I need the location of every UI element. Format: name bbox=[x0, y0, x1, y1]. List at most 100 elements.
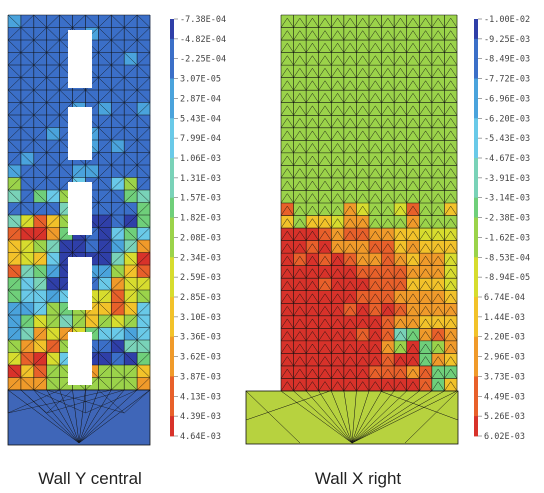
contour-cell bbox=[419, 265, 433, 279]
mesh-line bbox=[431, 80, 445, 91]
contour-cell bbox=[331, 365, 345, 379]
mesh-line bbox=[136, 364, 151, 378]
contour-cell bbox=[369, 265, 382, 279]
contour-cell bbox=[356, 253, 370, 266]
mesh-line bbox=[293, 293, 307, 304]
mesh-line bbox=[124, 152, 138, 166]
mesh-line bbox=[98, 277, 112, 291]
contour-cell bbox=[318, 315, 332, 329]
mesh-line bbox=[7, 89, 22, 103]
mesh-line bbox=[33, 189, 47, 203]
mesh-line bbox=[7, 377, 22, 391]
contour-cell bbox=[394, 228, 408, 241]
mesh-line bbox=[419, 55, 433, 66]
mesh-line bbox=[59, 14, 73, 28]
contour-cell bbox=[444, 177, 458, 191]
colorbar-segment bbox=[474, 316, 478, 338]
contour-cell bbox=[381, 52, 395, 66]
contour-cell bbox=[444, 65, 458, 78]
mesh-line bbox=[98, 52, 112, 66]
mesh-line bbox=[7, 139, 22, 153]
mesh-line bbox=[381, 230, 395, 241]
mesh-line bbox=[111, 289, 125, 303]
contour-cell bbox=[381, 303, 395, 317]
mesh-line bbox=[20, 364, 34, 378]
contour-cell bbox=[281, 27, 294, 41]
colorbar-label: 1.57E-03 bbox=[180, 194, 221, 204]
mesh-line bbox=[33, 39, 47, 53]
mesh-line bbox=[46, 177, 60, 191]
mesh-line bbox=[393, 331, 407, 341]
contour-cell bbox=[331, 165, 345, 179]
mesh-line bbox=[33, 139, 47, 153]
mesh-line bbox=[280, 243, 294, 254]
contour-cell bbox=[394, 77, 408, 91]
mesh-line bbox=[419, 130, 433, 141]
mesh-line bbox=[98, 77, 112, 91]
mesh-line bbox=[381, 130, 395, 141]
contour-cell bbox=[419, 215, 433, 229]
contour-cell bbox=[419, 27, 433, 41]
mesh-line bbox=[381, 92, 395, 103]
colorbar-label: 3.87E-03 bbox=[180, 372, 221, 382]
contour-cell bbox=[306, 215, 320, 229]
colorbar-segment bbox=[170, 277, 174, 298]
mesh-line bbox=[305, 92, 319, 103]
mesh-line bbox=[419, 42, 433, 53]
contour-cell bbox=[281, 278, 294, 292]
mesh-line bbox=[124, 164, 138, 178]
mesh-line bbox=[381, 80, 395, 91]
mesh-line bbox=[46, 27, 60, 41]
mesh-line bbox=[111, 139, 125, 153]
mesh-line bbox=[111, 177, 125, 191]
mesh-line bbox=[7, 239, 22, 253]
mesh-line bbox=[318, 305, 332, 316]
mesh-line bbox=[7, 27, 22, 41]
colorbar-label: -7.72E-03 bbox=[484, 75, 530, 85]
mesh-line bbox=[293, 305, 307, 316]
mesh-line bbox=[46, 189, 60, 203]
mesh-line bbox=[419, 255, 433, 266]
mesh-line bbox=[305, 390, 353, 444]
contour-cell bbox=[331, 177, 345, 191]
window-opening bbox=[68, 257, 92, 310]
mesh-line bbox=[305, 230, 319, 241]
mesh-line bbox=[351, 390, 395, 444]
mesh-line bbox=[305, 205, 319, 216]
colorbar-label: -3.14E-03 bbox=[484, 194, 530, 204]
mesh-line bbox=[85, 314, 99, 328]
mesh-line bbox=[406, 218, 420, 229]
contour-cell bbox=[444, 190, 458, 204]
mesh-line bbox=[368, 30, 382, 41]
mesh-line bbox=[72, 14, 86, 28]
mesh-line bbox=[356, 268, 370, 279]
mesh-line bbox=[280, 381, 294, 392]
contour-cell bbox=[406, 15, 420, 28]
contour-cell bbox=[343, 115, 357, 129]
contour-cell bbox=[444, 27, 458, 41]
contour-cell bbox=[331, 102, 345, 116]
mesh-line bbox=[393, 30, 407, 41]
mesh-line bbox=[356, 155, 370, 166]
contour-cell bbox=[293, 215, 307, 229]
mesh-line bbox=[356, 55, 370, 66]
mesh-line bbox=[343, 255, 357, 266]
colorbar-segment bbox=[474, 58, 478, 79]
mesh-line bbox=[124, 227, 138, 241]
mesh-line bbox=[124, 239, 138, 253]
mesh-line bbox=[78, 389, 125, 444]
contour-cell bbox=[419, 353, 433, 367]
mesh-line bbox=[406, 368, 420, 379]
contour-cell bbox=[331, 90, 345, 104]
mesh-line bbox=[379, 390, 459, 421]
contour-cell bbox=[293, 365, 307, 379]
window-opening bbox=[68, 30, 92, 88]
contour-cell bbox=[306, 315, 320, 329]
mesh-line bbox=[20, 252, 34, 266]
mesh-line bbox=[406, 42, 420, 53]
mesh-line bbox=[351, 390, 370, 444]
mesh-line bbox=[20, 27, 34, 41]
mesh-line bbox=[431, 331, 445, 341]
contour-cell bbox=[293, 65, 307, 78]
contour-cell bbox=[293, 102, 307, 116]
